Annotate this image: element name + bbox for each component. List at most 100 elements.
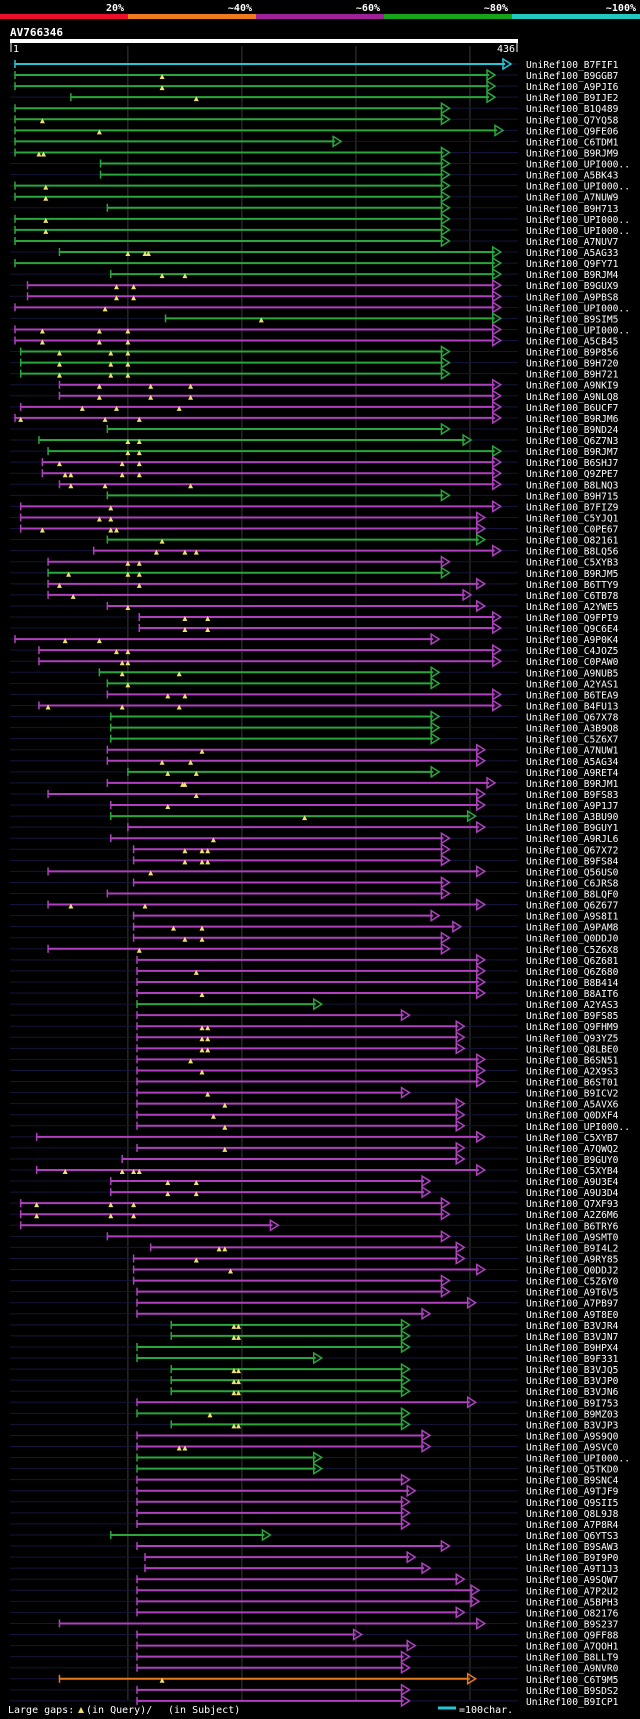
hit-row[interactable]: UniRef100_A9P0K4	[10, 632, 619, 646]
hit-row[interactable]: UniRef100_Q0DXF4	[10, 1108, 619, 1122]
hit-label[interactable]: UniRef100_C0PAW0	[526, 657, 619, 668]
hit-label[interactable]: UniRef100_A3B9Q8	[526, 724, 619, 735]
hit-row[interactable]: UniRef100_A9SMT0	[10, 1230, 619, 1243]
hit-label[interactable]: UniRef100_C4JOZ5	[526, 646, 618, 657]
hit-label[interactable]: UniRef100_B8B414	[526, 978, 619, 989]
hit-row[interactable]: UniRef100_A7PB97	[10, 1296, 619, 1310]
hit-label[interactable]: UniRef100_B9I753	[526, 1398, 619, 1409]
hit-row[interactable]: UniRef100_C5XYB7	[10, 1130, 619, 1144]
hit-row[interactable]: UniRef100_A9NVR0	[10, 1661, 619, 1675]
hit-row[interactable]: UniRef100_Q9FPI9	[10, 610, 619, 624]
hit-label[interactable]: UniRef100_A9RJL6	[526, 834, 619, 845]
hit-row[interactable]: UniRef100_B6UCF7	[10, 400, 619, 414]
hit-row[interactable]: UniRef100_B9H713	[10, 201, 619, 215]
hit-row[interactable]: UniRef100_B9H715	[10, 488, 618, 502]
hit-row[interactable]: UniRef100_B9F331	[10, 1351, 619, 1365]
hit-label[interactable]: UniRef100_B9H720	[526, 359, 619, 370]
hit-label[interactable]: UniRef100_B9SNC4	[526, 1476, 619, 1487]
hit-label[interactable]: UniRef100_B9H721	[526, 370, 619, 381]
hit-row[interactable]: UniRef100_A7QWQ2	[10, 1141, 618, 1155]
hit-row[interactable]: UniRef100_C4JOZ5	[10, 643, 618, 657]
hit-label[interactable]: UniRef100_A7P8R4	[526, 1520, 619, 1531]
hit-row[interactable]: UniRef100_A7P2U2	[10, 1583, 618, 1597]
hit-label[interactable]: UniRef100_B9FS84	[526, 856, 619, 867]
hit-label[interactable]: UniRef100_UPI000..	[526, 325, 630, 336]
hit-row[interactable]: UniRef100_B9I4L2	[10, 1241, 618, 1254]
hit-label[interactable]: UniRef100_A9RY85	[526, 1254, 618, 1265]
hit-row[interactable]: UniRef100_A9U3E4	[10, 1174, 619, 1188]
hit-label[interactable]: UniRef100_UPI000..	[526, 1122, 630, 1133]
hit-label[interactable]: UniRef100_B3VJQ5	[526, 1365, 618, 1376]
hit-row[interactable]: UniRef100_A9T1J3	[10, 1561, 619, 1575]
hit-label[interactable]: UniRef100_Q0DDJ2	[526, 1266, 618, 1277]
hit-row[interactable]: UniRef100_B9P856	[10, 345, 619, 359]
hit-label[interactable]: UniRef100_A5CB45	[526, 337, 618, 348]
hit-row[interactable]: UniRef100_Q56US0	[10, 865, 619, 878]
hit-row[interactable]: UniRef100_B8LQF0	[10, 887, 619, 901]
hit-row[interactable]: UniRef100_A5CB45	[10, 334, 618, 348]
hit-label[interactable]: UniRef100_B8AIT6	[526, 989, 619, 1000]
hit-label[interactable]: UniRef100_A9SVC0	[526, 1443, 619, 1454]
hit-label[interactable]: UniRef100_C6JRS8	[526, 878, 619, 889]
hit-label[interactable]: UniRef100_Q0DXF4	[526, 1111, 619, 1122]
hit-label[interactable]: UniRef100_Q5TKD0	[526, 1465, 619, 1476]
hit-row[interactable]: UniRef100_B9GUX9	[10, 278, 619, 292]
hit-label[interactable]: UniRef100_Q9C6E4	[526, 624, 619, 635]
hit-row[interactable]: UniRef100_A7QOH1	[10, 1639, 619, 1653]
hit-row[interactable]: UniRef100_B9GGB7	[10, 68, 619, 82]
hit-label[interactable]: UniRef100_C6TDM1	[526, 137, 619, 148]
hit-label[interactable]: UniRef100_UPI000..	[526, 160, 630, 171]
hit-label[interactable]: UniRef100_O82176	[526, 1608, 619, 1619]
hit-label[interactable]: UniRef100_A9SMT0	[526, 1232, 619, 1243]
hit-row[interactable]: UniRef100_B9HPX4	[10, 1340, 619, 1354]
hit-label[interactable]: UniRef100_Q93YZ5	[526, 1033, 618, 1044]
hit-row[interactable]: UniRef100_B9I753	[10, 1395, 619, 1409]
hit-row[interactable]: UniRef100_A9RY85	[10, 1252, 618, 1265]
hit-row[interactable]: UniRef100_B9ICV2	[10, 1086, 618, 1100]
hit-label[interactable]: UniRef100_B9I9P0	[526, 1553, 619, 1564]
hit-row[interactable]: UniRef100_Q6Z7N3	[10, 433, 619, 447]
hit-row[interactable]: UniRef100_C5XYB3	[10, 555, 619, 569]
hit-row[interactable]: UniRef100_A9NLQ8	[10, 389, 619, 403]
hit-row[interactable]: UniRef100_B9SNC4	[10, 1473, 619, 1487]
hit-row[interactable]: UniRef100_A2X9S3	[10, 1064, 619, 1077]
hit-label[interactable]: UniRef100_C0PE67	[526, 525, 619, 536]
hit-label[interactable]: UniRef100_C5Z6Y0	[526, 1277, 619, 1288]
hit-label[interactable]: UniRef100_B9SDS2	[526, 1686, 618, 1697]
hit-row[interactable]: UniRef100_A9PBS8	[10, 289, 619, 303]
hit-row[interactable]: UniRef100_A9SVC0	[10, 1440, 619, 1454]
hit-row[interactable]: UniRef100_C6TDM1	[10, 135, 619, 148]
hit-row[interactable]: UniRef100_C6TB78	[10, 588, 619, 602]
hit-row[interactable]: UniRef100_B6SN51	[10, 1053, 619, 1066]
hit-label[interactable]: UniRef100_B9GGB7	[526, 71, 619, 82]
hit-row[interactable]: UniRef100_C5Z6Y0	[10, 1274, 619, 1288]
hit-label[interactable]: UniRef100_A5BK43	[526, 171, 619, 182]
hit-row[interactable]: UniRef100_UPI000..	[10, 179, 630, 193]
hit-row[interactable]: UniRef100_A9RET4	[10, 765, 619, 779]
hit-label[interactable]: UniRef100_Q67X72	[526, 845, 618, 856]
hit-label[interactable]: UniRef100_B9I4L2	[526, 1243, 618, 1254]
hit-label[interactable]: UniRef100_C5Z6X8	[526, 945, 619, 956]
hit-label[interactable]: UniRef100_B3VJN6	[526, 1387, 619, 1398]
hit-row[interactable]: UniRef100_UPI000..	[10, 212, 630, 226]
hit-label[interactable]: UniRef100_A5BPH3	[526, 1597, 619, 1608]
hit-label[interactable]: UniRef100_Q9FHM9	[526, 1022, 619, 1033]
hit-label[interactable]: UniRef100_A9T8E0	[526, 1310, 619, 1321]
hit-row[interactable]: UniRef100_C0PE67	[10, 522, 619, 536]
hit-row[interactable]: UniRef100_UPI000..	[10, 1119, 630, 1133]
hit-label[interactable]: UniRef100_A9RET4	[526, 768, 619, 779]
hit-row[interactable]: UniRef100_B9H720	[10, 356, 619, 370]
hit-label[interactable]: UniRef100_A7QWQ2	[526, 1144, 618, 1155]
hit-row[interactable]: UniRef100_B9GUY0	[10, 1152, 619, 1166]
hit-label[interactable]: UniRef100_B9ICV2	[526, 1089, 618, 1100]
hit-label[interactable]: UniRef100_UPI000..	[526, 182, 630, 193]
hit-row[interactable]: UniRef100_UPI000..	[10, 323, 630, 336]
hit-row[interactable]: UniRef100_C5YJQ1	[10, 511, 619, 524]
hit-row[interactable]: UniRef100_C0PAW0	[10, 654, 619, 668]
hit-row[interactable]: UniRef100_Q6Z677	[10, 898, 619, 912]
hit-label[interactable]: UniRef100_Q6Z7N3	[526, 436, 619, 447]
hit-row[interactable]: UniRef100_B9I9P0	[10, 1550, 619, 1564]
hit-row[interactable]: UniRef100_B8AIT6	[10, 986, 619, 1000]
hit-row[interactable]: UniRef100_A9PAM8	[10, 920, 619, 934]
hit-label[interactable]: UniRef100_A7PB97	[526, 1299, 619, 1310]
